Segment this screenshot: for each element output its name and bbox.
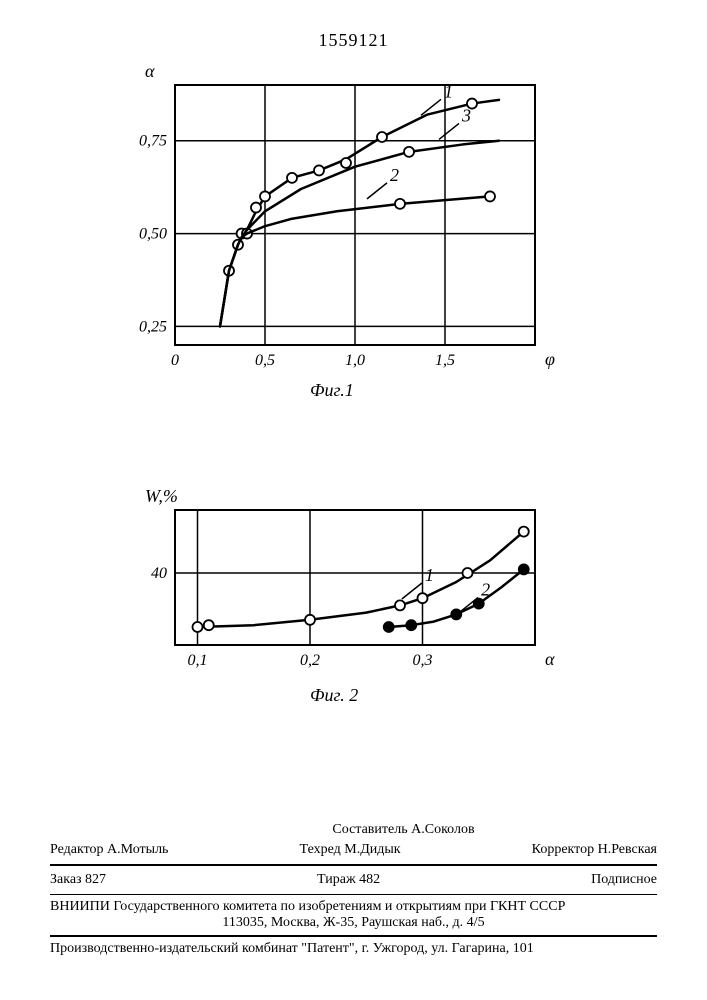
footer-credits-2: Редактор А.Мотыль Техред М.Дидык Коррект…	[50, 840, 657, 860]
svg-text:0,50: 0,50	[139, 226, 167, 243]
svg-text:1,0: 1,0	[345, 352, 365, 369]
footer-credits-1: Составитель А.Соколов	[50, 820, 657, 840]
svg-text:40: 40	[151, 565, 167, 582]
svg-text:0,2: 0,2	[300, 652, 320, 669]
figure-1-caption: Фиг.1	[310, 380, 354, 401]
svg-text:2: 2	[390, 165, 399, 185]
editor-credit: Редактор А.Мотыль	[50, 842, 168, 858]
svg-text:α: α	[145, 65, 155, 81]
svg-text:3: 3	[461, 105, 471, 125]
footer-block: Составитель А.Соколов Редактор А.Мотыль …	[50, 820, 657, 957]
svg-text:1,5: 1,5	[435, 352, 455, 369]
svg-text:1: 1	[425, 565, 434, 585]
svg-text:φ: φ	[545, 349, 555, 369]
svg-text:0,25: 0,25	[139, 318, 167, 335]
svg-text:0,75: 0,75	[139, 133, 167, 150]
svg-text:0,5: 0,5	[255, 352, 275, 369]
org-line-2: 113035, Москва, Ж-35, Раушская наб., д. …	[50, 915, 657, 931]
figure-2-caption: Фиг. 2	[310, 685, 358, 706]
svg-text:0: 0	[171, 352, 179, 369]
corrector-credit: Корректор Н.Ревская	[532, 842, 657, 858]
org-line-1: ВНИИПИ Государственного комитета по изоб…	[50, 899, 657, 915]
print-run: Тираж 482	[317, 872, 380, 888]
subscription: Подписное	[591, 872, 657, 888]
techred-credit: Техред М.Дидык	[300, 842, 401, 858]
svg-text:α: α	[545, 649, 555, 669]
figure-2: 0,1 0,2 0,3 40 α W,% 1 2	[120, 490, 560, 685]
svg-text:0,3: 0,3	[413, 652, 433, 669]
compiler-credit: Составитель А.Соколов	[332, 822, 474, 838]
patent-number: 1559121	[319, 30, 389, 51]
svg-text:1: 1	[444, 81, 453, 101]
publisher-address: Производственно-издательский комбинат "П…	[50, 941, 657, 957]
svg-text:0,1: 0,1	[188, 652, 208, 669]
figure-1: 0 0,5 1,0 1,5 0,25 0,50 0,75 φ α 1 2 3	[120, 65, 560, 380]
svg-text:2: 2	[481, 579, 490, 599]
svg-text:W,%: W,%	[145, 490, 178, 506]
order-number: Заказ 827	[50, 872, 106, 888]
footer-order-row: Заказ 827 Тираж 482 Подписное	[50, 870, 657, 890]
